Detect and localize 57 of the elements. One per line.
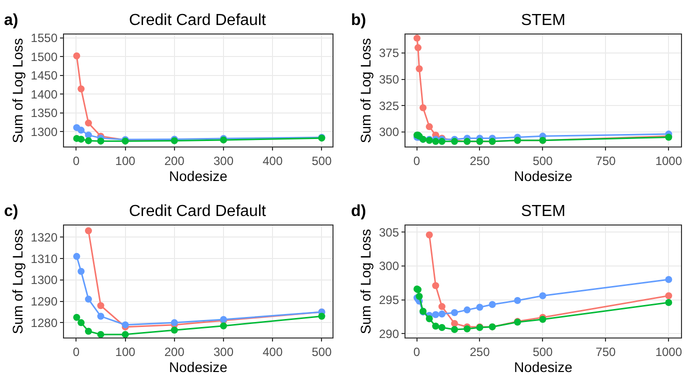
x-tick-label: 500 — [312, 154, 332, 168]
text: b) — [351, 12, 366, 29]
y-tick-label: 1310 — [30, 252, 58, 266]
y-tick-label: 1320 — [30, 230, 58, 244]
y-tick-label: 1450 — [30, 68, 58, 83]
y-tick-label: 1550 — [30, 31, 58, 46]
x-tick-label: 1000 — [655, 154, 682, 168]
y-tick-label: 290 — [378, 326, 400, 341]
y-tick-label: 1500 — [30, 50, 58, 64]
y-tick-label: 1400 — [30, 87, 58, 102]
x-tick-label: 500 — [312, 345, 332, 360]
y-tick-label: 295 — [378, 292, 400, 307]
y-tick-label: 305 — [378, 225, 400, 240]
x-tick-label: 250 — [470, 154, 490, 168]
y-tick-label: 325 — [378, 98, 400, 113]
x-axis-title: Nodesize — [514, 359, 573, 376]
text: c) — [4, 203, 18, 220]
x-tick-label: 300 — [213, 154, 234, 168]
x-tick-label: 250 — [470, 345, 490, 360]
x-tick-label: 500 — [532, 154, 554, 168]
y-axis-title: Sum of Log Loss — [358, 38, 374, 144]
x-tick-label: 0 — [72, 345, 80, 360]
x-tick-label: 400 — [262, 345, 283, 360]
y-tick-label: 1290 — [30, 294, 58, 309]
y-axis-title: Sum of Log Loss — [358, 229, 374, 334]
chart-title: STEM — [521, 203, 566, 220]
x-tick-label: 300 — [213, 345, 234, 360]
x-axis-title: Nodesize — [169, 168, 228, 184]
x-tick-label: 500 — [532, 345, 554, 360]
y-tick-label: 1280 — [30, 316, 58, 330]
x-tick-label: 0 — [413, 345, 420, 360]
text: a) — [4, 12, 18, 29]
text: d) — [351, 203, 366, 220]
chart-title: Credit Card Default — [129, 203, 266, 220]
x-tick-label: 200 — [164, 345, 185, 360]
y-tick-label: 1350 — [30, 106, 58, 120]
x-tick-label: 0 — [72, 154, 80, 168]
x-tick-label: 1000 — [655, 345, 682, 360]
x-tick-label: 0 — [413, 154, 420, 168]
x-tick-label: 750 — [596, 345, 616, 360]
chart-title: Credit Card Default — [129, 12, 266, 29]
x-tick-label: 200 — [164, 154, 185, 168]
y-tick-label: 375 — [378, 46, 400, 60]
x-tick-label: 100 — [115, 345, 136, 360]
y-tick-label: 350 — [378, 72, 400, 86]
x-tick-label: 100 — [115, 154, 136, 168]
x-tick-label: 400 — [262, 154, 283, 168]
y-axis-title: Sum of Log Loss — [9, 38, 26, 144]
y-tick-label: 1300 — [30, 124, 58, 139]
y-tick-label: 1300 — [30, 273, 58, 288]
x-axis-title: Nodesize — [169, 359, 228, 376]
x-axis-title: Nodesize — [514, 168, 573, 184]
y-axis-title: Sum of Log Loss — [9, 229, 26, 334]
y-tick-label: 300 — [378, 125, 400, 140]
x-tick-label: 750 — [596, 154, 616, 168]
y-tick-label: 300 — [378, 259, 400, 274]
chart-title: STEM — [521, 12, 566, 29]
